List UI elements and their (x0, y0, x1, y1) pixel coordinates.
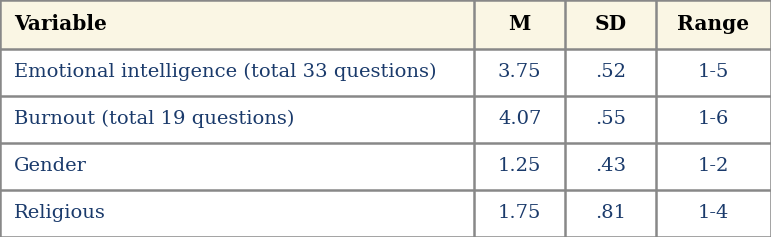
Text: Variable: Variable (14, 14, 106, 34)
Text: .43: .43 (595, 157, 626, 175)
Text: Gender: Gender (14, 157, 87, 175)
Text: 1.25: 1.25 (498, 157, 541, 175)
Text: 1-5: 1-5 (698, 63, 729, 81)
Text: .52: .52 (595, 63, 626, 81)
Bar (0, 49, 771, 96)
Text: 4.07: 4.07 (498, 110, 541, 128)
Text: 1-2: 1-2 (698, 157, 729, 175)
Bar (0, 190, 771, 237)
Text: .55: .55 (595, 110, 626, 128)
Text: SD: SD (594, 14, 627, 34)
Bar (0, 0, 771, 49)
Text: 1-4: 1-4 (698, 205, 729, 223)
Text: Emotional intelligence (total 33 questions): Emotional intelligence (total 33 questio… (14, 63, 436, 81)
Text: Religious: Religious (14, 205, 106, 223)
Bar (0, 143, 771, 190)
Text: .81: .81 (595, 205, 626, 223)
Text: 3.75: 3.75 (498, 63, 541, 81)
Text: Range: Range (678, 14, 749, 34)
Text: Burnout (total 19 questions): Burnout (total 19 questions) (14, 110, 295, 128)
Bar (0, 96, 771, 143)
Text: 1.75: 1.75 (498, 205, 541, 223)
Text: 1-6: 1-6 (698, 110, 729, 128)
Text: M: M (508, 14, 531, 34)
